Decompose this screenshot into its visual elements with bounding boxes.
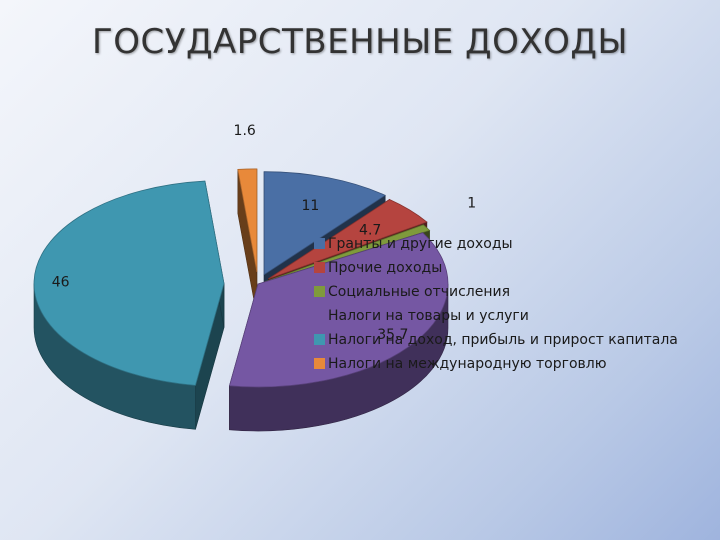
legend-label: Социальные отчисления [328,284,511,300]
legend-label: Налоги на доход, прибыль и прирост капит… [328,332,678,348]
legend-item: Прочие доходы [314,256,678,280]
data-label-0: 11 [302,198,320,214]
pie-slice-4 [33,180,225,430]
legend-item: Гранты и другие доходы [314,232,678,256]
pie-slice-top [228,232,449,388]
pie-slice-top [33,180,225,386]
legend-item: Налоги на товары и услуги [314,304,678,328]
legend-label: Прочие доходы [328,260,443,276]
legend-item: Налоги на международную торговлю [314,352,678,376]
legend-swatch [314,310,325,321]
legend-swatch [314,238,325,249]
pie-slice-top [268,199,428,280]
legend-item: Налоги на доход, прибыль и прирост капит… [314,328,678,352]
chart-legend: Гранты и другие доходы Прочие доходы Социа… [314,232,678,376]
legend-swatch [314,286,325,297]
data-label-1: 4.7 [359,222,381,238]
legend-swatch [314,262,325,273]
pie-slice-5 [237,168,258,316]
legend-swatch [314,334,325,345]
legend-label: Налоги на товары и услуги [328,308,529,324]
data-label-3: 35.7 [377,327,408,343]
pie-slice-top [263,171,387,276]
pie-slice-top [264,224,431,283]
pie-slice-3 [228,232,449,432]
data-label-5: 1.6 [234,123,256,139]
pie-slice-top [237,168,258,272]
legend-label: Налоги на международную торговлю [328,356,607,372]
legend-swatch [314,358,325,369]
data-label-2: 1 [467,195,476,211]
chart-title: ГОСУДАРСТВЕННЫЕ ДОХОДЫ [92,22,628,62]
legend-item: Социальные отчисления [314,280,678,304]
legend-label: Гранты и другие доходы [328,236,513,252]
data-label-4: 46 [52,274,70,290]
